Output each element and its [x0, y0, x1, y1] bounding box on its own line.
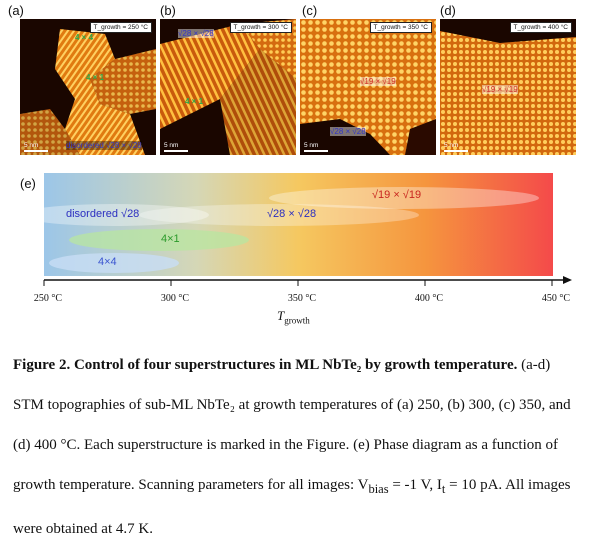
tick-label-400: 400 °C	[414, 293, 444, 304]
overlay-a-4x4: 4 × 4	[75, 33, 94, 42]
overlay-a-4x1: 4 × 1	[86, 73, 105, 82]
phase-4x1-ellipse	[69, 229, 249, 251]
overlay-d-sqrt19: √19 × √19	[482, 85, 518, 94]
axis-label-tgrowth: Tgrowth	[277, 308, 310, 326]
panel-e-letter: (e)	[20, 176, 36, 191]
overlay-a-disordered: disordered √28 × √28	[66, 141, 142, 150]
phase-diagram: √19 × √19 disordered √28 √28 × √28 4×1 4…	[19, 173, 553, 276]
overlay-b-sqrt28: √28 × √28	[178, 29, 214, 38]
panel-a-letter: (a)	[8, 3, 24, 18]
growth-temp-tag-d: T_growth = 400 °C	[509, 22, 572, 33]
tick-label-350: 350 °C	[287, 293, 317, 304]
growth-temp-tag-a: T_growth = 250 °C	[89, 22, 152, 33]
caption-title: Figure 2. Control of four superstructure…	[13, 357, 518, 373]
caption-body: (a-d) STM topographies of sub-ML NbTe₂ a…	[13, 357, 571, 493]
growth-temp-tag-b: T_growth = 300 °C	[229, 22, 292, 33]
tick-label-250: 250 °C	[33, 293, 63, 304]
panel-d-letter: (d)	[440, 3, 456, 18]
overlay-c-sqrt28: √28 × √28	[330, 127, 366, 136]
phase-sqrt19-ellipse	[269, 187, 539, 209]
stm-image-c: T_growth = 350 °C √19 × √19 √28 × √28 5 …	[300, 19, 436, 155]
scale-bar-b: 5 nm	[164, 142, 188, 152]
tick-label-300: 300 °C	[160, 293, 190, 304]
scale-bar-c: 5 nm	[304, 142, 328, 152]
phase-disordered-ellipse	[19, 204, 209, 226]
phase-label-4x1: 4×1	[161, 233, 180, 245]
tick-label-450: 450 °C	[541, 293, 571, 304]
figure-caption: Figure 2. Control of four superstructure…	[13, 357, 571, 537]
phase-4x4-ellipse	[49, 253, 179, 273]
panel-c-letter: (c)	[302, 3, 318, 18]
temperature-axis	[43, 276, 572, 286]
stm-image-a: T_growth = 250 °C 4 × 4 4 × 1 disordered…	[20, 19, 156, 155]
phase-label-sqrt28: √28 × √28	[267, 208, 317, 220]
growth-temp-tag-c: T_growth = 350 °C	[369, 22, 432, 33]
scale-bar-a: 5 nm	[24, 142, 48, 152]
scale-bar-d: 5 nm	[444, 142, 468, 152]
phase-sqrt28-ellipse	[139, 204, 419, 226]
overlay-c-sqrt19: √19 × √19	[360, 77, 396, 86]
phase-label-disordered: disordered √28	[66, 208, 140, 220]
overlay-b-4x1: 4 × 1	[185, 97, 204, 106]
stm-image-d: T_growth = 400 °C √19 × √19 5 nm	[440, 19, 576, 155]
stm-image-b: T_growth = 300 °C √28 × √28 4 × 1 5 nm	[160, 19, 296, 155]
phase-label-sqrt19: √19 × √19	[372, 189, 422, 201]
panel-b-letter: (b)	[160, 3, 176, 18]
phase-label-4x4: 4×4	[98, 256, 117, 268]
